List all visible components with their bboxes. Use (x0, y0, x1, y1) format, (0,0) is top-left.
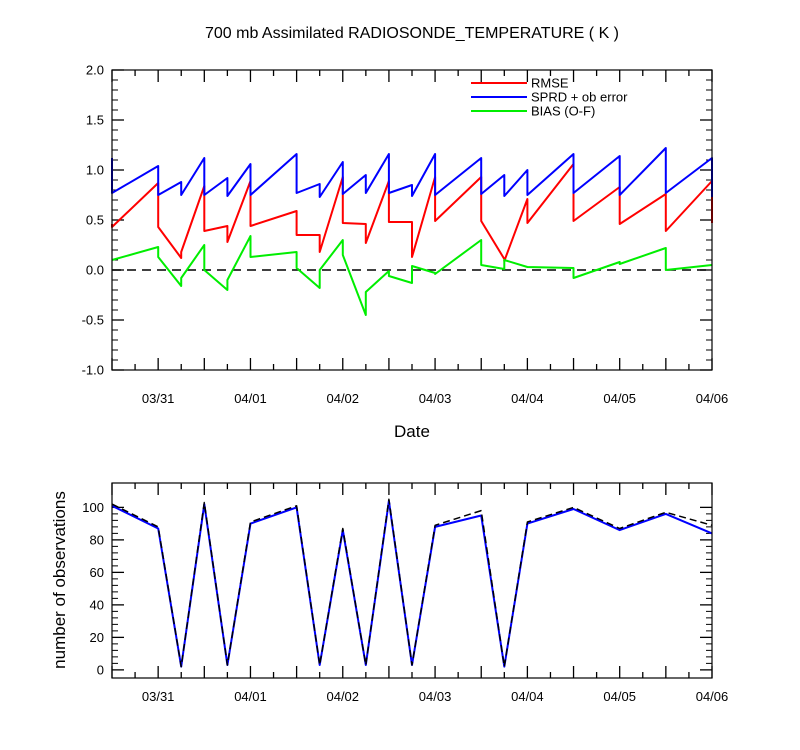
y-tick-label: 1.0 (86, 163, 104, 178)
y-tick-label: -1.0 (82, 363, 104, 378)
x-tick-label: 03/31 (142, 391, 175, 406)
bottom-series-layer (111, 498, 713, 668)
x-tick-label: 04/01 (234, 391, 267, 406)
legend-label: RMSE (531, 76, 569, 91)
bottom-gridmarks (111, 483, 713, 678)
x-tick-label: 04/04 (511, 391, 544, 406)
x-tick-label: 04/05 (603, 689, 636, 704)
x-tick-label: 04/06 (696, 391, 729, 406)
x-tick-label: 04/02 (326, 391, 359, 406)
y-tick-label: 40 (90, 597, 104, 612)
series-line-rmse (111, 163, 713, 262)
x-tick-label: 03/31 (142, 689, 175, 704)
y-tick-label: 100 (82, 500, 104, 515)
y-tick-label: 0 (97, 662, 104, 677)
x-tick-label: 04/06 (696, 689, 729, 704)
top-chart: 03/31 04/01 04/02 04/03 04/04 04/05 04/06 -1.0 -… (82, 63, 729, 442)
series-line-observations-used (111, 499, 713, 668)
y-axis-title-observations: number of observations (50, 491, 69, 669)
x-tick-label: 04/02 (326, 689, 359, 704)
bottom-tick-labels: 03/31 04/01 04/02 04/03 04/04 04/05 04/06 0 20 40… (82, 500, 728, 704)
y-tick-label: 0.0 (86, 263, 104, 278)
x-tick-label: 04/04 (511, 689, 544, 704)
x-tick-label: 04/03 (419, 391, 452, 406)
top-series-layer (111, 147, 713, 316)
series-line-observations-possible (111, 498, 713, 668)
legend-label: BIAS (O-F) (531, 104, 595, 119)
top-gridmarks (111, 69, 713, 371)
series-line-bias-o-f (111, 235, 713, 316)
y-tick-label: 20 (90, 630, 104, 645)
y-tick-label: 80 (90, 532, 104, 547)
y-tick-label: 0.5 (86, 213, 104, 228)
bottom-plot-frame (111, 482, 713, 679)
bottom-chart: 03/31 04/01 04/02 04/03 04/04 04/05 04/06 0 20 40… (50, 482, 728, 704)
x-tick-label: 04/03 (419, 689, 452, 704)
y-tick-label: -0.5 (82, 313, 104, 328)
x-axis-title: Date (394, 422, 430, 441)
series-line-sprd-ob-error (111, 147, 713, 198)
y-tick-label: 60 (90, 565, 104, 580)
y-tick-label: 2.0 (86, 63, 104, 78)
chart-title: 700 mb Assimilated RADIOSONDE_TEMPERATUR… (205, 25, 619, 42)
top-plot-frame (111, 69, 713, 371)
x-tick-label: 04/05 (603, 391, 636, 406)
y-tick-label: 1.5 (86, 113, 104, 128)
legend-label: SPRD + ob error (531, 90, 628, 105)
top-tick-labels: 03/31 04/01 04/02 04/03 04/04 04/05 04/06 -1.0 -… (82, 63, 729, 407)
x-tick-label: 04/01 (234, 689, 267, 704)
